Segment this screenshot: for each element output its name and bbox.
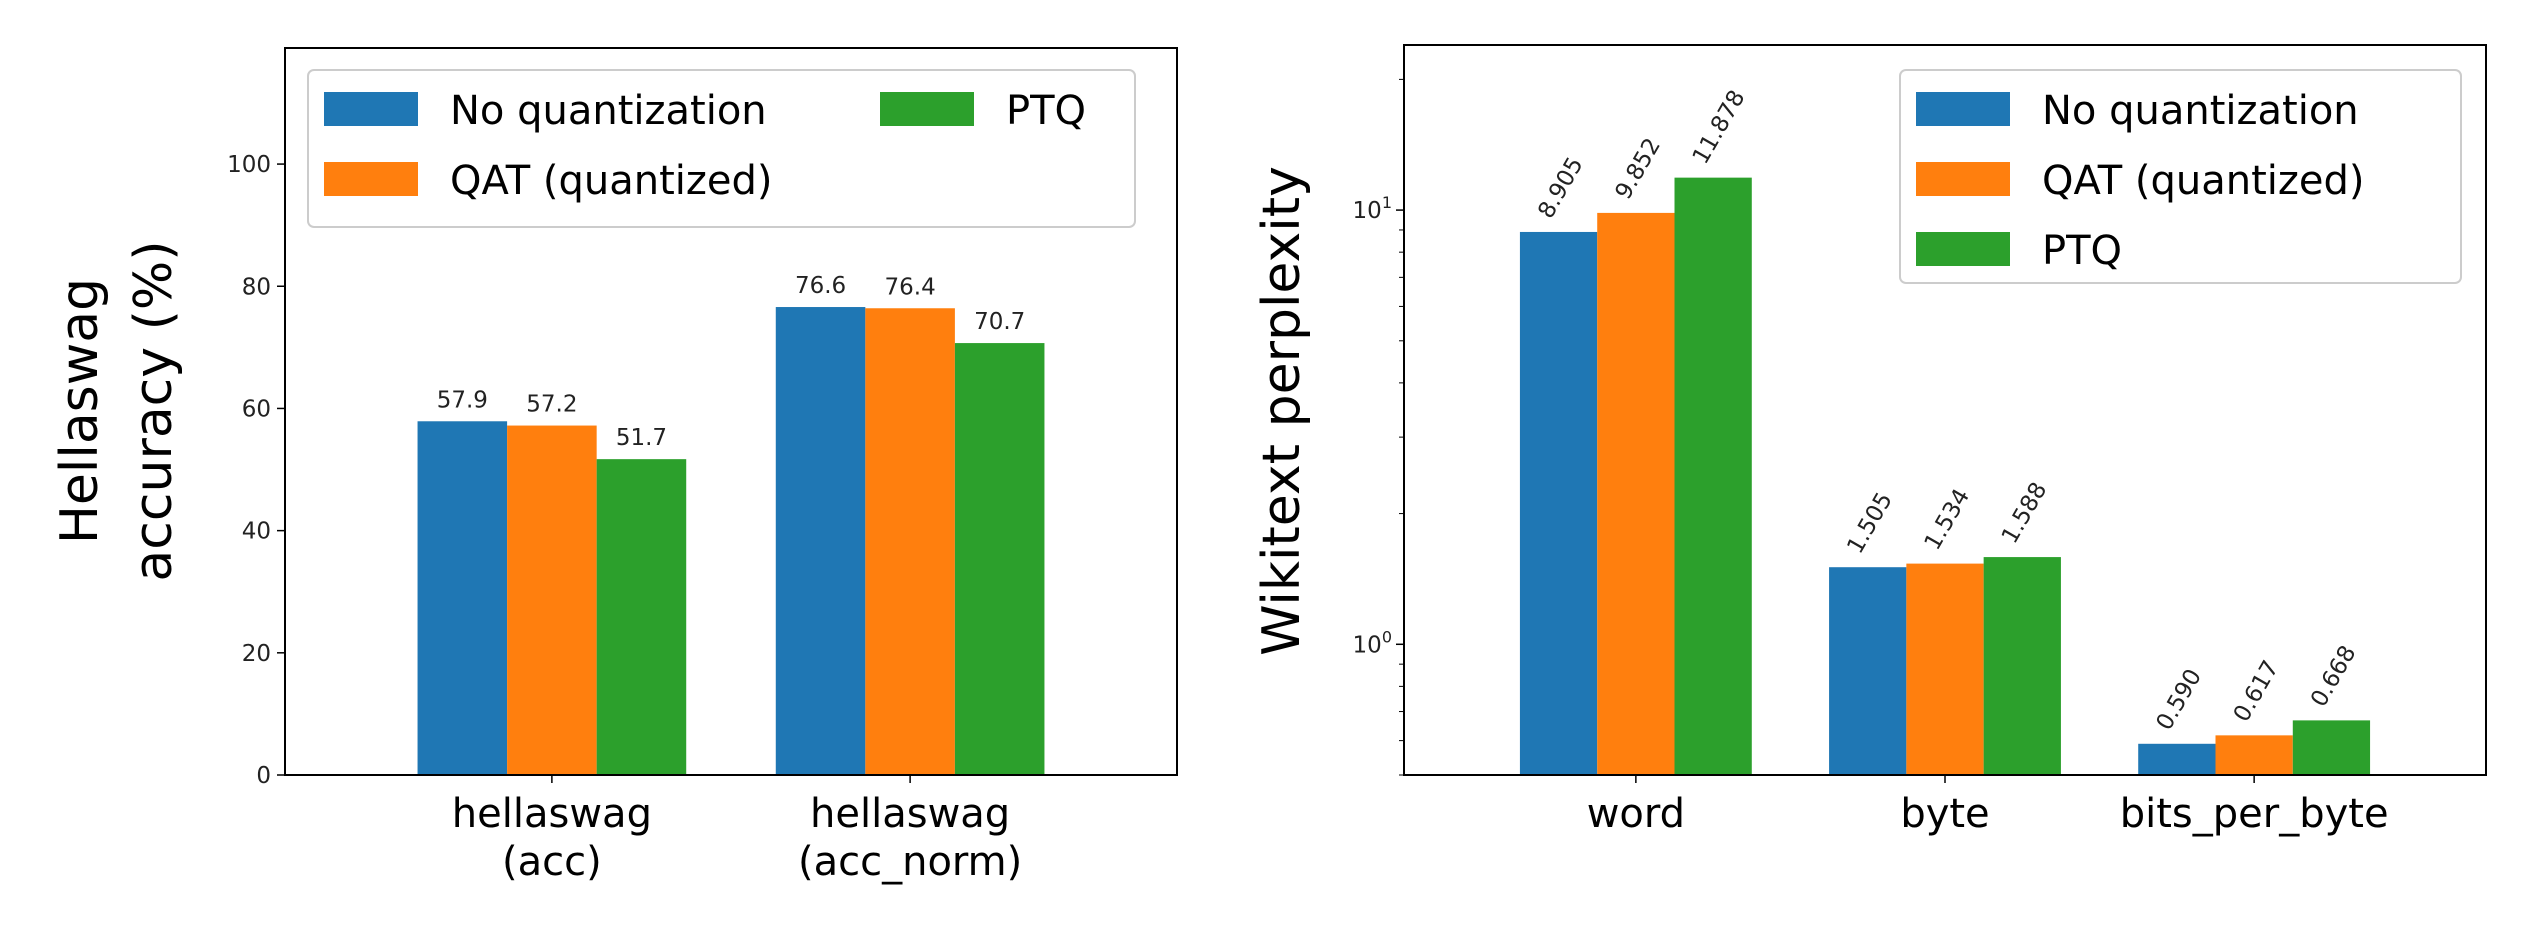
x-tick-label: bits_per_byte [2120,791,2389,837]
legend-swatch [324,92,418,126]
bar [507,425,597,775]
bar [775,307,866,775]
legend-label: QAT (quantized) [450,158,773,204]
y-tick-label: 100 [227,152,271,178]
bar [1829,567,1907,775]
legend-swatch [1916,162,2010,196]
x-tick-label: hellaswag [810,791,1010,837]
bar-value-label: 1.588 [1997,478,2052,548]
legend-label: PTQ [1006,88,1086,134]
y-tick-label: 80 [242,274,271,300]
bar-value-label: 8.905 [1533,153,1588,223]
bar-value-label: 57.9 [437,387,488,413]
chart-2: 8.905 1.505 0.590 9.852 1.534 0.617 11.878 1.58… [1252,44,2487,837]
bar [596,459,687,775]
bar-value-label: 57.2 [526,392,577,418]
legend-label: PTQ [2042,228,2122,274]
bar-value-label: 76.4 [885,274,936,300]
y-tick-base: 10 [1353,198,1382,224]
bar [1906,563,1984,775]
bar [1983,557,2061,775]
chart-1: 57.9 76.6 57.2 76.4 51.7 70.7 0 20 40 60 80 100 hell… [50,47,1178,885]
y-axis-label: Hellaswag [50,278,110,544]
y-tick-exponent: 0 [1382,627,1392,646]
y-axis-label: accuracy (%) [124,240,184,581]
bar [2138,743,2216,775]
legend-label: No quantization [450,88,767,134]
bar [1597,212,1675,776]
bar-value-label: 51.7 [616,425,667,451]
bar-value-label: 1.505 [1842,488,1897,558]
bar [1519,231,1598,776]
x-tick-label: hellaswag [452,791,652,837]
y-tick-label: 0 [256,763,271,789]
y-axis-label: Wikitext perplexity [1252,166,1312,656]
bar-value-label: 70.7 [974,309,1025,335]
bar-value-label: 11.878 [1688,86,1751,169]
bar [2215,735,2293,775]
y-tick-label: 101 [1353,193,1392,224]
bar [417,421,508,775]
y-tick-label: 40 [242,519,271,545]
y-tick-base: 10 [1353,632,1382,658]
x-tick-label: word [1587,791,1685,837]
y-tick-label: 60 [242,396,271,422]
legend: No quantization QAT (quantized) PTQ [1899,69,2462,284]
x-tick-label: byte [1900,791,1989,837]
legend-swatch [1916,232,2010,266]
y-tick-exponent: 1 [1382,193,1392,212]
bar [2292,720,2371,775]
legend: No quantization QAT (quantized) PTQ [307,69,1136,228]
bar [1674,177,1752,776]
bar [954,343,1045,775]
bar-value-label: 0.617 [2229,656,2284,726]
bar-value-label: 76.6 [795,273,846,299]
legend-swatch [324,162,418,196]
bar-value-label: 1.534 [1920,485,1975,555]
legend-label: No quantization [2042,88,2359,134]
legend-label: QAT (quantized) [2042,158,2365,204]
bar-value-label: 0.590 [2152,665,2207,735]
bar [865,308,955,775]
bar-value-label: 9.852 [1611,134,1666,204]
legend-swatch [880,92,974,126]
y-tick-label: 20 [242,641,271,667]
bar-value-label: 0.668 [2306,641,2361,711]
legend-swatch [1916,92,2010,126]
axes-frame [284,47,1178,776]
x-tick-label: (acc_norm) [798,839,1022,885]
y-tick-label: 100 [1353,627,1392,658]
legend-frame [1899,69,2462,284]
x-tick-label: (acc) [502,839,602,885]
